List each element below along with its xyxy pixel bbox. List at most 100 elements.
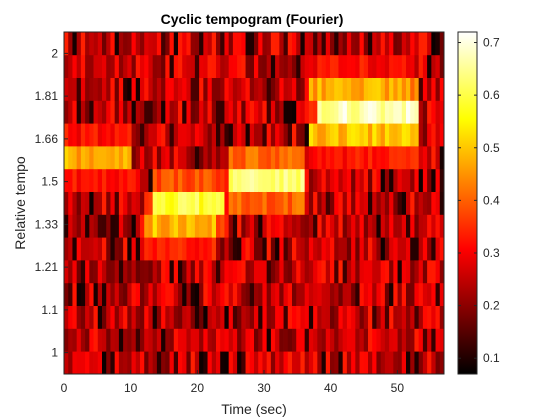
heatmap-cell xyxy=(258,351,263,374)
heatmap-cell xyxy=(136,123,141,146)
heatmap-cell xyxy=(267,306,272,329)
heatmap-cell xyxy=(229,237,234,260)
heatmap-cell xyxy=(250,306,255,329)
heatmap-cell xyxy=(292,169,297,192)
heatmap-cell xyxy=(106,55,111,78)
heatmap-cell xyxy=(351,146,356,169)
heatmap-cell xyxy=(186,283,191,306)
heatmap-cell xyxy=(351,351,356,374)
heatmap-cell xyxy=(241,100,246,123)
heatmap-cell xyxy=(389,123,394,146)
heatmap-cell xyxy=(414,55,419,78)
heatmap-cell xyxy=(385,328,390,351)
heatmap-cell xyxy=(275,237,280,260)
heatmap-cell xyxy=(64,237,69,260)
heatmap-cell xyxy=(170,32,175,55)
heatmap-cell xyxy=(110,146,115,169)
heatmap-cell xyxy=(309,328,314,351)
heatmap-cell xyxy=(275,283,280,306)
heatmap-cell xyxy=(389,214,394,237)
heatmap-cell xyxy=(406,78,411,101)
heatmap-cell xyxy=(165,169,170,192)
heatmap-cell xyxy=(233,260,238,283)
heatmap-cell xyxy=(195,55,200,78)
heatmap-cell xyxy=(423,55,428,78)
heatmap-cell xyxy=(343,237,348,260)
heatmap-cell xyxy=(322,32,327,55)
heatmap-cell xyxy=(72,328,77,351)
heatmap-cell xyxy=(372,123,377,146)
heatmap-cell xyxy=(431,260,436,283)
heatmap-cell xyxy=(393,328,398,351)
heatmap-cell xyxy=(381,214,386,237)
heatmap-cell xyxy=(208,192,213,215)
heatmap-cell xyxy=(132,123,137,146)
heatmap-cell xyxy=(398,351,403,374)
heatmap-cell xyxy=(305,328,310,351)
heatmap-cell xyxy=(275,55,280,78)
heatmap-cell xyxy=(364,100,369,123)
heatmap-cell xyxy=(161,192,166,215)
heatmap-cell xyxy=(368,78,373,101)
heatmap-cell xyxy=(402,237,407,260)
heatmap-cell xyxy=(376,32,381,55)
heatmap-cell xyxy=(224,214,229,237)
heatmap-cell xyxy=(191,328,196,351)
heatmap-cell xyxy=(423,283,428,306)
heatmap-cell xyxy=(343,169,348,192)
heatmap-cell xyxy=(72,306,77,329)
heatmap-cell xyxy=(381,351,386,374)
heatmap-cell xyxy=(81,283,86,306)
heatmap-cell xyxy=(326,214,331,237)
heatmap-cell xyxy=(216,123,221,146)
heatmap-cell xyxy=(414,351,419,374)
heatmap-cell xyxy=(94,123,99,146)
heatmap-cell xyxy=(98,192,103,215)
heatmap-cell xyxy=(288,328,293,351)
heatmap-cell xyxy=(165,237,170,260)
heatmap-cell xyxy=(360,214,365,237)
heatmap-cell xyxy=(182,192,187,215)
heatmap-cell xyxy=(309,146,314,169)
heatmap-cell xyxy=(77,237,82,260)
heatmap-cell xyxy=(330,100,335,123)
heatmap-cell xyxy=(144,78,149,101)
heatmap-cell xyxy=(72,100,77,123)
heatmap-cell xyxy=(140,237,145,260)
heatmap-cell xyxy=(389,283,394,306)
colorbar-tick-label: 0.4 xyxy=(483,193,500,207)
heatmap-cell xyxy=(292,32,297,55)
heatmap-cell xyxy=(355,260,360,283)
heatmap-cell xyxy=(330,260,335,283)
heatmap-cell xyxy=(208,123,213,146)
heatmap-cell xyxy=(258,192,263,215)
heatmap-cell xyxy=(132,214,137,237)
heatmap-cell xyxy=(102,100,107,123)
heatmap-cell xyxy=(402,214,407,237)
heatmap-cell xyxy=(119,169,124,192)
heatmap-cell xyxy=(203,32,208,55)
heatmap-cell xyxy=(85,192,90,215)
heatmap-cell xyxy=(140,283,145,306)
heatmap-cell xyxy=(275,146,280,169)
heatmap-cell xyxy=(262,100,267,123)
heatmap-cell xyxy=(115,306,120,329)
heatmap-cell xyxy=(376,55,381,78)
heatmap-cell xyxy=(237,351,242,374)
heatmap-cell xyxy=(161,100,166,123)
heatmap-cell xyxy=(406,146,411,169)
heatmap-cell xyxy=(233,237,238,260)
heatmap-cell xyxy=(140,100,145,123)
heatmap-cell xyxy=(136,32,141,55)
heatmap-cell xyxy=(376,78,381,101)
heatmap-cell xyxy=(423,100,428,123)
heatmap-cell xyxy=(153,100,158,123)
heatmap-cell xyxy=(203,146,208,169)
heatmap-cell xyxy=(144,32,149,55)
heatmap-cell xyxy=(279,283,284,306)
heatmap-cell xyxy=(431,123,436,146)
heatmap-cell xyxy=(216,169,221,192)
heatmap-cell xyxy=(427,214,432,237)
heatmap-cell xyxy=(123,328,128,351)
heatmap-cell xyxy=(89,351,94,374)
